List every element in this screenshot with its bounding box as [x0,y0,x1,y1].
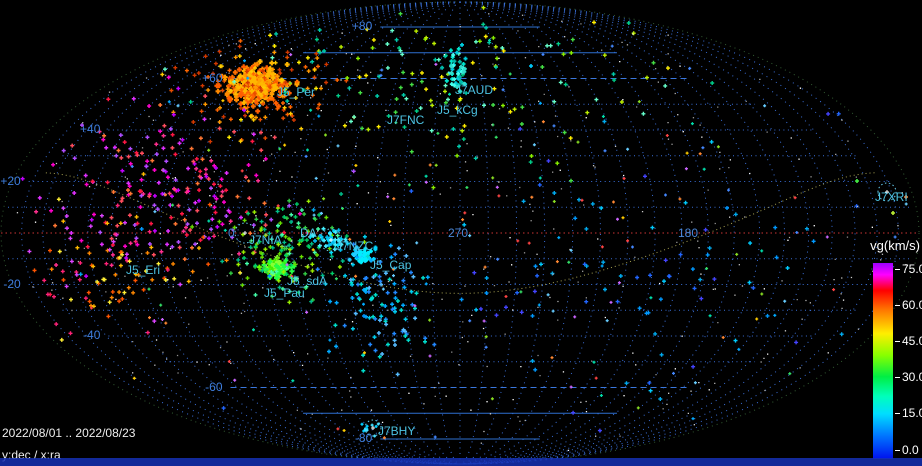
sporadic-dots [71,23,890,437]
radiant-points-apex-magenta [53,103,267,262]
radiant-points-apex-magenta [34,129,310,268]
ra-gridline [459,1,546,465]
accent-point [855,179,859,183]
velocity-colorbar: vg(km/s) 75.0 60.0 45.0 30.0 15.0 0.0 [866,238,922,466]
radiant-points-apex-magenta [20,86,247,279]
ra-gridline [459,1,489,465]
ra-gridline [459,1,810,465]
ra-gridline [459,1,899,465]
radiant-points-bhy-cyan [360,422,378,433]
radiant-points-bhy-cyan [363,422,380,438]
accent-point [891,211,895,215]
radiant-points-aquariids-green [245,208,340,297]
ra-gridline [459,1,574,465]
accent-point [904,195,908,199]
radiant-points-perseids-halo [160,54,356,144]
radiant-points-right-blue-field [472,111,879,433]
ra-gridline [459,1,683,465]
radiant-circle [364,419,382,437]
ra-gridline [459,1,735,465]
radiant-points-wide-mixed-field [147,72,792,376]
radiant-points-wide-mixed-field [167,59,777,421]
radiant-points-antihelion-left [56,197,243,342]
radiant-points-top-green-band [163,28,668,133]
radiant-points-right-blue-field [139,206,816,372]
radiant-points-top-green-band [274,25,616,161]
ra-gridline [64,1,461,465]
sporadic-dots [16,20,899,437]
ra-gridline [87,1,461,465]
radiant-points-antihelion-left [61,172,201,309]
radiant-points-aud-cyan [449,64,467,94]
radiant-points-top-green-band [345,35,574,190]
radiant-points-aquariid-trail [323,234,414,340]
radiant-points-perseids-halo [169,55,349,141]
radiant-points-wide-mixed-field [132,99,759,432]
radiant-circle [234,222,256,244]
radiant-points-right-blue-field [221,111,859,411]
radiant-points-aquariids-green [242,202,349,295]
radiant-points-apex-magenta [48,97,287,297]
radiant-circle-center [243,231,247,235]
radiant-points-top-green-band [227,20,670,141]
ra-gridline [459,1,656,465]
radiant-circle [319,228,343,252]
ra-gridline [374,1,461,465]
colorbar-gradient [873,263,893,459]
radiant-points-perseids-halo [173,44,329,144]
colorbar-title: vg(km/s) [870,238,920,253]
radiant-points-wide-mixed-field [153,104,908,385]
radiant-points-right-blue-field [78,119,844,401]
colorbar-tick-dash [895,377,900,378]
ra-gridline [346,1,461,465]
radiant-circle [877,182,897,202]
radiant-points-aquariids-green [190,215,335,288]
accent-point [529,64,533,68]
ra-gridline [459,1,856,465]
colorbar-tick-label: 60.0 [902,298,922,312]
radiant-points-wide-mixed-field [90,134,836,431]
radiant-points-aquariid-trail [315,242,437,353]
radiant-points-wide-mixed-field [207,72,764,410]
sporadic-dots [34,32,907,452]
radiant-points-top-green-band [358,11,656,183]
radiant-points-aquariid-trail [327,243,430,354]
radiant-points-aquariid-trail [348,246,418,377]
colorbar-tick-dash [895,413,900,414]
colorbar-tick-dash [895,269,900,270]
radiant-circle-center [329,238,333,242]
ra-gridline [431,1,461,465]
footer-bar [0,458,922,466]
ra-gridline [159,1,461,465]
radiant-circle-center [371,426,375,430]
radiant-points-apex-magenta [70,94,277,257]
radiant-points-wide-mixed-field [130,44,897,439]
colorbar-tick-dash [895,305,900,306]
radiant-points-wide-mixed-field [207,38,764,397]
radiant-points-antihelion-left [27,206,183,324]
radiant-points-perseids-halo [171,50,323,124]
radiant-points-wide-mixed-field [148,120,725,440]
radiant-circle-center [885,190,889,194]
radiant-points-antihelion-left [49,248,229,308]
colorbar-tick-label: 75.0 [902,262,922,276]
ra-gridline [459,1,878,465]
colorbar-tick-label: 30.0 [902,370,922,384]
colorbar-tick-label: 0.0 [902,443,919,457]
radiant-points-right-blue-field [462,139,790,393]
colorbar-tick-dash [895,450,900,451]
colorbar-tick-label: 45.0 [902,334,922,348]
radiant-points-aquariid-trail [333,254,427,373]
radiant-points-antihelion-left [42,203,216,336]
sporadic-dots [51,13,903,444]
radiant-points-wide-mixed-field [160,53,829,389]
ra-gridline [459,1,629,465]
date-range-label: 2022/08/01 .. 2022/08/23 [2,426,136,440]
ra-gridline [185,1,461,465]
colorbar-tick-label: 15.0 [902,406,922,420]
ra-gridline [459,1,761,465]
colorbar-tick-dash [895,341,900,342]
